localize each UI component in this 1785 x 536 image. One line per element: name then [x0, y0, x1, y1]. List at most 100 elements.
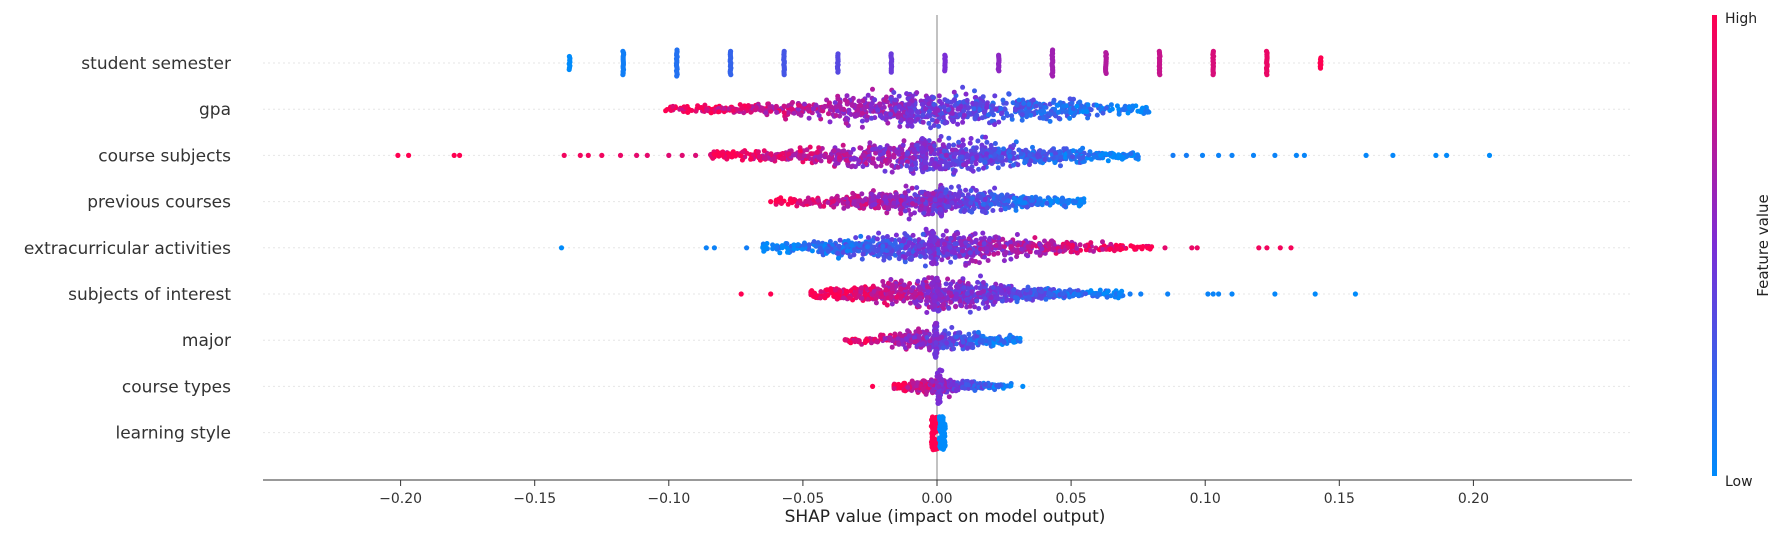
shap-point	[790, 100, 795, 105]
shap-point	[796, 102, 802, 108]
shap-point	[984, 139, 990, 145]
shap-point	[896, 250, 902, 256]
shap-point	[974, 154, 980, 160]
shap-point	[936, 250, 942, 256]
shap-point	[882, 97, 888, 103]
shap-point	[1097, 287, 1103, 293]
shap-point	[972, 304, 977, 310]
shap-point	[1068, 110, 1074, 116]
shap-point	[951, 98, 957, 103]
shap-point	[884, 210, 890, 216]
shap-point	[1312, 291, 1318, 297]
shap-point	[982, 254, 987, 260]
shap-dots	[395, 47, 1493, 453]
shap-point	[889, 237, 895, 242]
shap-point	[1128, 243, 1134, 249]
shap-point	[916, 243, 922, 249]
shap-point	[946, 107, 952, 113]
shap-point	[956, 184, 962, 190]
shap-point	[1061, 203, 1067, 209]
shap-point	[851, 247, 857, 253]
shap-point	[982, 296, 988, 302]
shap-point	[1080, 145, 1086, 151]
shap-point	[930, 230, 936, 236]
shap-point	[870, 156, 876, 162]
shap-point	[843, 337, 849, 343]
shap-point	[944, 340, 950, 346]
shap-point	[957, 279, 963, 285]
shap-point	[1022, 200, 1028, 206]
shap-point	[891, 90, 897, 95]
shap-point	[780, 151, 786, 156]
shap-point	[893, 232, 899, 238]
shap-point	[716, 109, 722, 115]
shap-point	[1067, 96, 1073, 102]
shap-point	[929, 117, 935, 123]
shap-point	[1128, 151, 1134, 157]
shap-point	[770, 246, 776, 252]
shap-point	[566, 66, 572, 73]
shap-point	[1088, 107, 1094, 113]
shap-point	[860, 198, 866, 204]
shap-point	[1127, 291, 1133, 297]
shap-point	[979, 208, 985, 214]
shap-point	[788, 106, 794, 112]
shap-point	[910, 201, 915, 207]
shap-point	[1082, 243, 1088, 249]
shap-point	[1317, 65, 1324, 71]
shap-point	[912, 238, 918, 244]
shap-point	[1050, 100, 1056, 105]
shap-point	[1010, 100, 1016, 106]
shap-point	[863, 292, 869, 297]
shap-point	[865, 244, 871, 250]
shap-point	[870, 146, 876, 152]
shap-point	[878, 332, 884, 338]
shap-point	[1067, 287, 1073, 293]
shap-point	[1061, 103, 1067, 109]
shap-point	[1107, 247, 1113, 252]
shap-point	[951, 170, 957, 176]
shap-point	[976, 306, 982, 311]
shap-point	[828, 288, 834, 294]
shap-point	[987, 340, 993, 346]
shap-point	[1444, 152, 1450, 158]
shap-point	[923, 226, 929, 232]
shap-point	[828, 104, 834, 110]
shap-point	[1046, 242, 1052, 248]
shap-point	[670, 103, 676, 109]
shap-point	[781, 110, 787, 116]
shap-point	[980, 147, 986, 153]
shap-point	[869, 115, 874, 121]
shap-point	[1094, 112, 1100, 118]
shap-point	[967, 140, 973, 146]
shap-point	[1162, 245, 1168, 251]
shap-point	[984, 205, 990, 211]
shap-point	[841, 148, 847, 154]
shap-point	[860, 98, 866, 104]
shap-point	[975, 329, 981, 335]
shap-point	[910, 232, 916, 238]
shap-point	[711, 151, 717, 157]
shap-point	[899, 159, 905, 165]
shap-point	[931, 238, 937, 244]
shap-point	[1138, 291, 1144, 297]
shap-point	[1073, 199, 1078, 205]
shap-point	[947, 244, 953, 250]
shap-point	[848, 340, 854, 346]
shap-point	[989, 191, 995, 197]
shap-point	[904, 163, 910, 169]
shap-point	[744, 245, 750, 251]
shap-point	[929, 156, 935, 162]
shap-point	[883, 287, 889, 293]
shap-point	[620, 72, 626, 78]
shap-point	[1183, 152, 1189, 158]
shap-point	[859, 110, 865, 116]
shap-point	[974, 112, 980, 118]
shap-point	[988, 201, 994, 207]
shap-point	[926, 192, 932, 198]
shap-point	[774, 109, 780, 115]
shap-point	[979, 115, 985, 121]
shap-point	[882, 168, 888, 174]
shap-point	[877, 102, 883, 108]
shap-point	[786, 151, 792, 157]
